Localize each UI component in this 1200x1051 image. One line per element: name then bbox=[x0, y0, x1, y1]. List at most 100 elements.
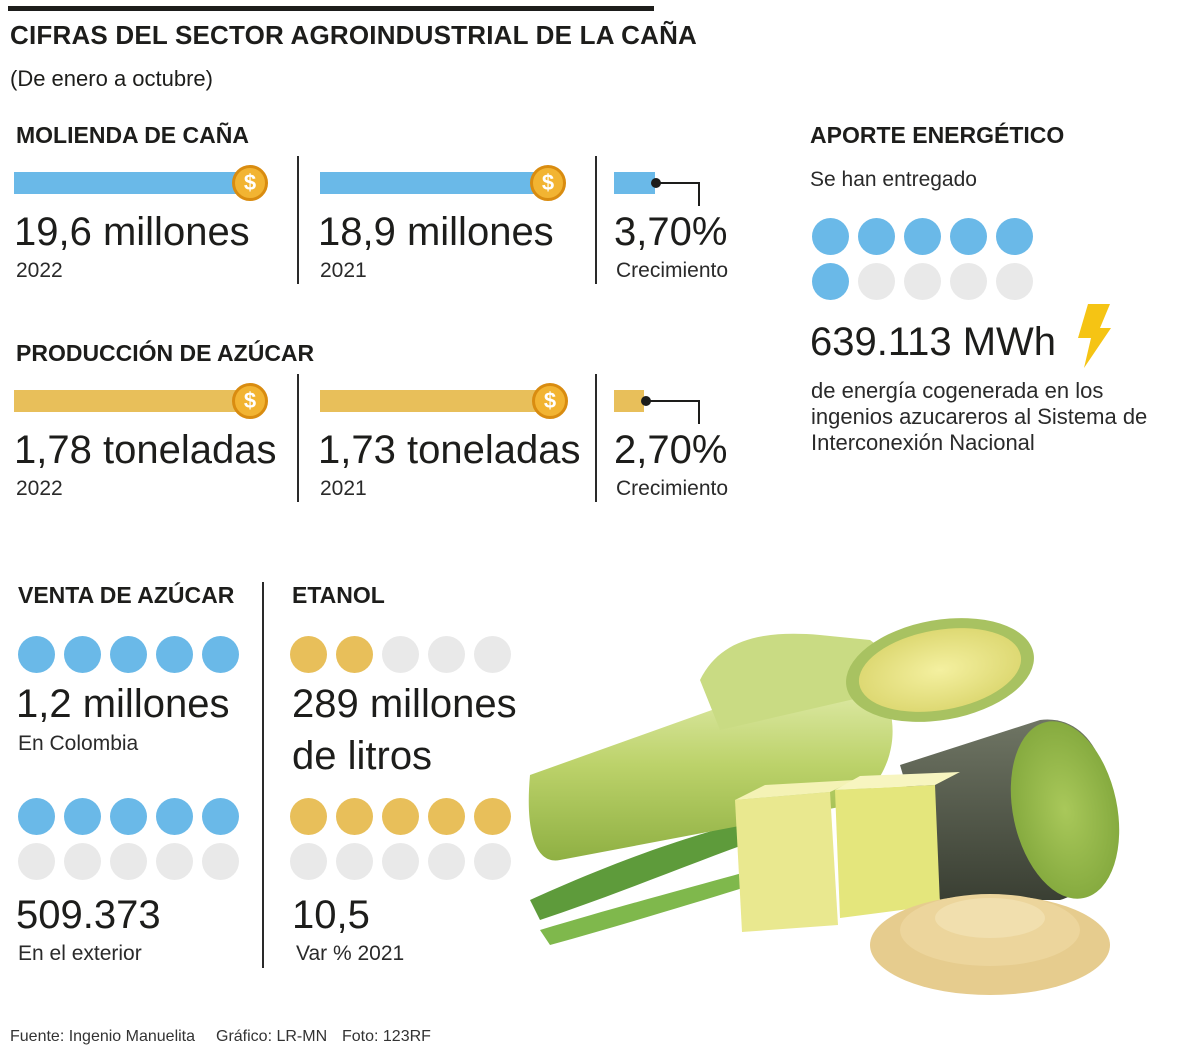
dot-empty bbox=[858, 263, 895, 300]
dot-empty bbox=[290, 843, 327, 880]
dot-empty bbox=[904, 263, 941, 300]
dot-filled bbox=[336, 798, 373, 835]
dot-filled bbox=[336, 636, 373, 673]
divider bbox=[297, 156, 299, 284]
dot-filled bbox=[18, 636, 55, 673]
venta-colombia-dots bbox=[18, 636, 239, 673]
leader-line bbox=[646, 400, 700, 402]
molienda-2022-label: 2022 bbox=[16, 259, 63, 282]
dot-filled bbox=[290, 798, 327, 835]
dot-filled bbox=[428, 798, 465, 835]
lightning-bolt-icon bbox=[1078, 304, 1111, 368]
dot-filled bbox=[858, 218, 895, 255]
venta-exterior-dots-row-1 bbox=[18, 798, 239, 835]
coin-icon: $ bbox=[532, 383, 568, 419]
dot-empty bbox=[950, 263, 987, 300]
dot-filled bbox=[64, 636, 101, 673]
bar-molienda-2022 bbox=[14, 172, 236, 194]
produccion-2021-value: 1,73 toneladas bbox=[318, 428, 581, 472]
produccion-title: PRODUCCIÓN DE AZÚCAR bbox=[16, 340, 315, 366]
aporte-title: APORTE ENERGÉTICO bbox=[810, 122, 1065, 148]
dot-filled bbox=[904, 218, 941, 255]
aporte-description: de energía cogenerada en los ingenios az… bbox=[811, 378, 1148, 455]
molienda-title: MOLIENDA DE CAÑA bbox=[16, 122, 249, 148]
page-title: CIFRAS DEL SECTOR AGROINDUSTRIAL DE LA C… bbox=[10, 20, 698, 50]
dot-empty bbox=[996, 263, 1033, 300]
produccion-growth-value: 2,70% bbox=[614, 428, 728, 472]
sugar-cane-illustration bbox=[528, 618, 1120, 995]
bar-produccion-2022 bbox=[14, 390, 236, 412]
bar-molienda-2021 bbox=[320, 172, 534, 194]
etanol-var-label: Var % 2021 bbox=[296, 942, 405, 965]
etanol-var-dots-row-1 bbox=[290, 798, 511, 835]
aporte-dots-row-2 bbox=[812, 263, 1033, 300]
dot-empty bbox=[382, 843, 419, 880]
dot-filled bbox=[996, 218, 1033, 255]
coin-icon: $ bbox=[232, 165, 268, 201]
dot-filled bbox=[382, 798, 419, 835]
dot-empty bbox=[18, 843, 55, 880]
leader-line bbox=[656, 182, 700, 184]
divider bbox=[297, 374, 299, 502]
dot-empty bbox=[474, 843, 511, 880]
molienda-2021-label: 2021 bbox=[320, 259, 367, 282]
produccion-growth-label: Crecimiento bbox=[616, 477, 729, 500]
produccion-2022-value: 1,78 toneladas bbox=[14, 428, 277, 472]
dot-filled bbox=[202, 798, 239, 835]
dot-empty bbox=[202, 843, 239, 880]
dot-filled bbox=[474, 798, 511, 835]
leader-line bbox=[698, 400, 700, 424]
etanol-var-dots-row-2 bbox=[290, 843, 511, 880]
dot-filled bbox=[812, 218, 849, 255]
molienda-growth-label: Crecimiento bbox=[616, 259, 729, 282]
dot-empty bbox=[336, 843, 373, 880]
aporte-dots-row-1 bbox=[812, 218, 1033, 255]
dot-filled bbox=[110, 798, 147, 835]
molienda-2022-value: 19,6 millones bbox=[14, 210, 250, 254]
bar-produccion-2021 bbox=[320, 390, 536, 412]
dot-empty bbox=[474, 636, 511, 673]
venta-exterior-label: En el exterior bbox=[18, 942, 142, 965]
produccion-2021-label: 2021 bbox=[320, 477, 367, 500]
dot-filled bbox=[812, 263, 849, 300]
dot-empty bbox=[64, 843, 101, 880]
top-rule bbox=[8, 6, 654, 11]
aporte-intro: Se han entregado bbox=[810, 168, 977, 191]
bar-produccion-growth bbox=[614, 390, 644, 412]
divider bbox=[262, 582, 264, 968]
dot-filled bbox=[156, 798, 193, 835]
leader-line bbox=[698, 182, 700, 206]
produccion-2022-label: 2022 bbox=[16, 477, 63, 500]
etanol-value-line-1: 289 millones bbox=[292, 682, 517, 726]
aporte-value: 639.113 MWh bbox=[810, 320, 1057, 364]
venta-colombia-value: 1,2 millones bbox=[16, 682, 230, 726]
etanol-dots bbox=[290, 636, 511, 673]
graphic-credit: Gráfico: LR-MN bbox=[216, 1028, 328, 1045]
page-subtitle: (De enero a octubre) bbox=[10, 66, 213, 91]
venta-exterior-dots-row-2 bbox=[18, 843, 239, 880]
coin-icon: $ bbox=[232, 383, 268, 419]
divider bbox=[595, 374, 597, 502]
molienda-growth-value: 3,70% bbox=[614, 210, 728, 254]
molienda-2021-value: 18,9 millones bbox=[318, 210, 554, 254]
venta-title: VENTA DE AZÚCAR bbox=[18, 582, 235, 608]
source-credit: Fuente: Ingenio Manuelita bbox=[10, 1028, 196, 1045]
etanol-var-value: 10,5 bbox=[292, 893, 370, 937]
dot-filled bbox=[18, 798, 55, 835]
venta-colombia-label: En Colombia bbox=[18, 732, 139, 755]
dot-filled bbox=[202, 636, 239, 673]
dot-filled bbox=[156, 636, 193, 673]
dot-filled bbox=[110, 636, 147, 673]
bar-molienda-growth bbox=[614, 172, 655, 194]
etanol-value-line-2: de litros bbox=[292, 734, 433, 778]
coin-icon: $ bbox=[530, 165, 566, 201]
dot-empty bbox=[382, 636, 419, 673]
dot-empty bbox=[428, 843, 465, 880]
venta-exterior-value: 509.373 bbox=[16, 893, 161, 937]
dot-filled bbox=[64, 798, 101, 835]
dot-empty bbox=[110, 843, 147, 880]
photo-credit: Foto: 123RF bbox=[342, 1028, 431, 1045]
dot-filled bbox=[950, 218, 987, 255]
divider bbox=[595, 156, 597, 284]
dot-empty bbox=[156, 843, 193, 880]
